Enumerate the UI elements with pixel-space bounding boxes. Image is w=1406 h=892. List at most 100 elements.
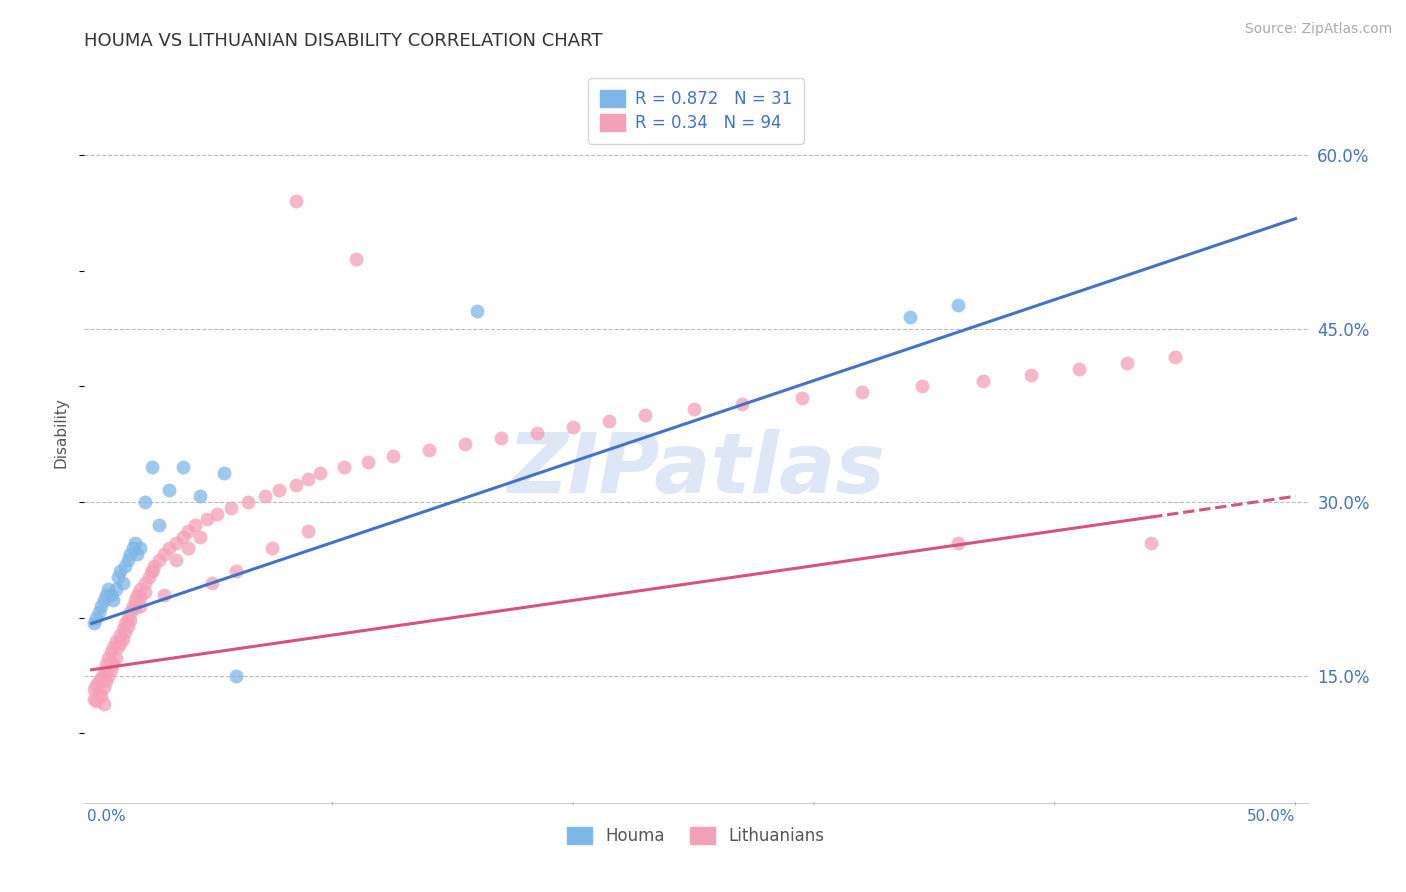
Point xyxy=(124,593,146,607)
Text: ZIPatlas: ZIPatlas xyxy=(508,429,884,510)
Point xyxy=(418,442,440,457)
Point xyxy=(172,460,194,475)
Point xyxy=(526,425,548,440)
Text: Source: ZipAtlas.com: Source: ZipAtlas.com xyxy=(1244,22,1392,37)
Point xyxy=(93,593,115,607)
Point xyxy=(94,663,117,677)
Point xyxy=(562,420,585,434)
Point xyxy=(948,298,970,312)
Point xyxy=(87,674,110,689)
Point xyxy=(111,632,134,646)
Point xyxy=(333,460,356,475)
Point xyxy=(201,576,224,591)
Point xyxy=(120,547,142,561)
Point xyxy=(134,585,156,599)
Point xyxy=(94,588,117,602)
Point xyxy=(195,512,218,526)
Point xyxy=(598,414,620,428)
Point xyxy=(165,553,187,567)
Point xyxy=(205,507,228,521)
Point xyxy=(188,530,211,544)
Point xyxy=(297,472,319,486)
Point xyxy=(253,489,276,503)
Point xyxy=(127,588,149,602)
Point xyxy=(94,674,117,689)
Point xyxy=(107,640,129,654)
Point xyxy=(790,391,813,405)
Point xyxy=(110,636,132,650)
Point xyxy=(219,500,242,515)
Point xyxy=(110,628,132,642)
Point xyxy=(90,599,112,614)
Point xyxy=(134,495,156,509)
Point xyxy=(100,663,122,677)
Point xyxy=(177,541,200,556)
Point xyxy=(104,633,127,648)
Point xyxy=(103,657,125,671)
Point xyxy=(141,460,163,475)
Point xyxy=(90,671,112,685)
Point xyxy=(124,535,146,549)
Point xyxy=(489,431,512,445)
Point xyxy=(86,694,108,708)
Point xyxy=(103,640,125,654)
Point xyxy=(93,680,115,694)
Point xyxy=(83,682,105,697)
Point xyxy=(157,541,180,556)
Point xyxy=(128,599,150,614)
Point xyxy=(121,599,143,614)
Point xyxy=(93,666,115,681)
Point xyxy=(212,466,235,480)
Point xyxy=(148,553,170,567)
Point xyxy=(114,558,136,573)
Point xyxy=(86,610,108,624)
Point xyxy=(1019,368,1042,382)
Point xyxy=(381,449,404,463)
Y-axis label: Disability: Disability xyxy=(53,397,69,468)
Point xyxy=(128,582,150,596)
Point xyxy=(177,524,200,538)
Point xyxy=(143,558,166,573)
Point xyxy=(134,576,156,591)
Point xyxy=(93,698,115,712)
Point xyxy=(172,530,194,544)
Point xyxy=(184,518,207,533)
Point xyxy=(682,402,704,417)
Point xyxy=(110,565,132,579)
Point xyxy=(297,524,319,538)
Point xyxy=(285,477,308,491)
Point xyxy=(911,379,934,393)
Text: HOUMA VS LITHUANIAN DISABILITY CORRELATION CHART: HOUMA VS LITHUANIAN DISABILITY CORRELATI… xyxy=(84,32,603,50)
Point xyxy=(120,605,142,619)
Point xyxy=(138,570,160,584)
Point xyxy=(117,553,139,567)
Legend: Houma, Lithuanians: Houma, Lithuanians xyxy=(560,819,832,854)
Point xyxy=(357,454,380,468)
Point xyxy=(236,495,259,509)
Point xyxy=(148,518,170,533)
Point xyxy=(111,622,134,636)
Point xyxy=(121,541,143,556)
Point xyxy=(972,374,994,388)
Point xyxy=(100,588,122,602)
Point xyxy=(104,651,127,665)
Point xyxy=(128,590,150,604)
Point xyxy=(309,466,332,480)
Point xyxy=(898,310,921,324)
Point xyxy=(153,588,176,602)
Point xyxy=(117,610,139,624)
Point xyxy=(94,657,117,671)
Point xyxy=(225,668,247,682)
Point xyxy=(83,691,105,706)
Point xyxy=(454,437,477,451)
Point xyxy=(851,385,873,400)
Point xyxy=(153,547,176,561)
Point xyxy=(100,645,122,659)
Point xyxy=(117,619,139,633)
Point xyxy=(87,605,110,619)
Point xyxy=(262,541,284,556)
Point xyxy=(124,601,146,615)
Point xyxy=(107,570,129,584)
Point xyxy=(731,397,754,411)
Point xyxy=(97,582,120,596)
